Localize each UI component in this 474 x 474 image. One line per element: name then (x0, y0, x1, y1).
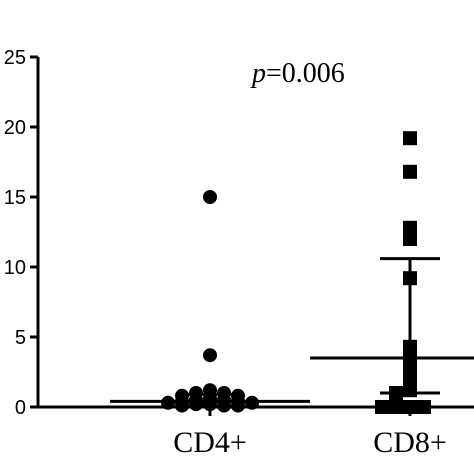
y-tick-label: 10 (4, 257, 26, 279)
data-point (403, 383, 417, 398)
data-point (175, 398, 189, 413)
data-point (245, 395, 259, 410)
y-ticks: 0 5 10 15 20 25 (4, 47, 38, 419)
y-tick-label: 15 (4, 187, 26, 209)
series-1 (110, 190, 310, 413)
data-point (417, 400, 431, 414)
p-value-number: =0.006 (266, 58, 345, 89)
data-point (403, 164, 417, 179)
data-point (403, 232, 417, 246)
y-tick-label: 0 (15, 397, 26, 419)
data-point (403, 271, 417, 286)
data-point (203, 397, 217, 412)
data-point (375, 400, 389, 414)
series-2 (310, 131, 474, 414)
p-value-prefix: p (250, 58, 266, 89)
data-point (403, 355, 417, 370)
data-point (403, 131, 417, 146)
y-tick-label: 20 (4, 117, 26, 139)
series-layer (110, 131, 474, 414)
data-point (189, 397, 203, 412)
data-point (403, 220, 417, 235)
data-point (217, 398, 231, 413)
data-point (161, 395, 175, 410)
data-point (203, 190, 217, 204)
data-point (231, 398, 245, 413)
data-point (389, 400, 403, 414)
axes: CD4+ CD8+ (36, 57, 474, 459)
x-tick-label: CD8+ (373, 426, 447, 459)
data-point (403, 400, 417, 414)
x-tick-label: CD4+ (173, 426, 247, 459)
data-point (203, 348, 217, 363)
data-point (389, 386, 403, 400)
y-tick-label: 25 (4, 47, 26, 69)
y-tick-label: 5 (15, 327, 26, 349)
p-value-annotation: p=0.006 (250, 58, 345, 89)
